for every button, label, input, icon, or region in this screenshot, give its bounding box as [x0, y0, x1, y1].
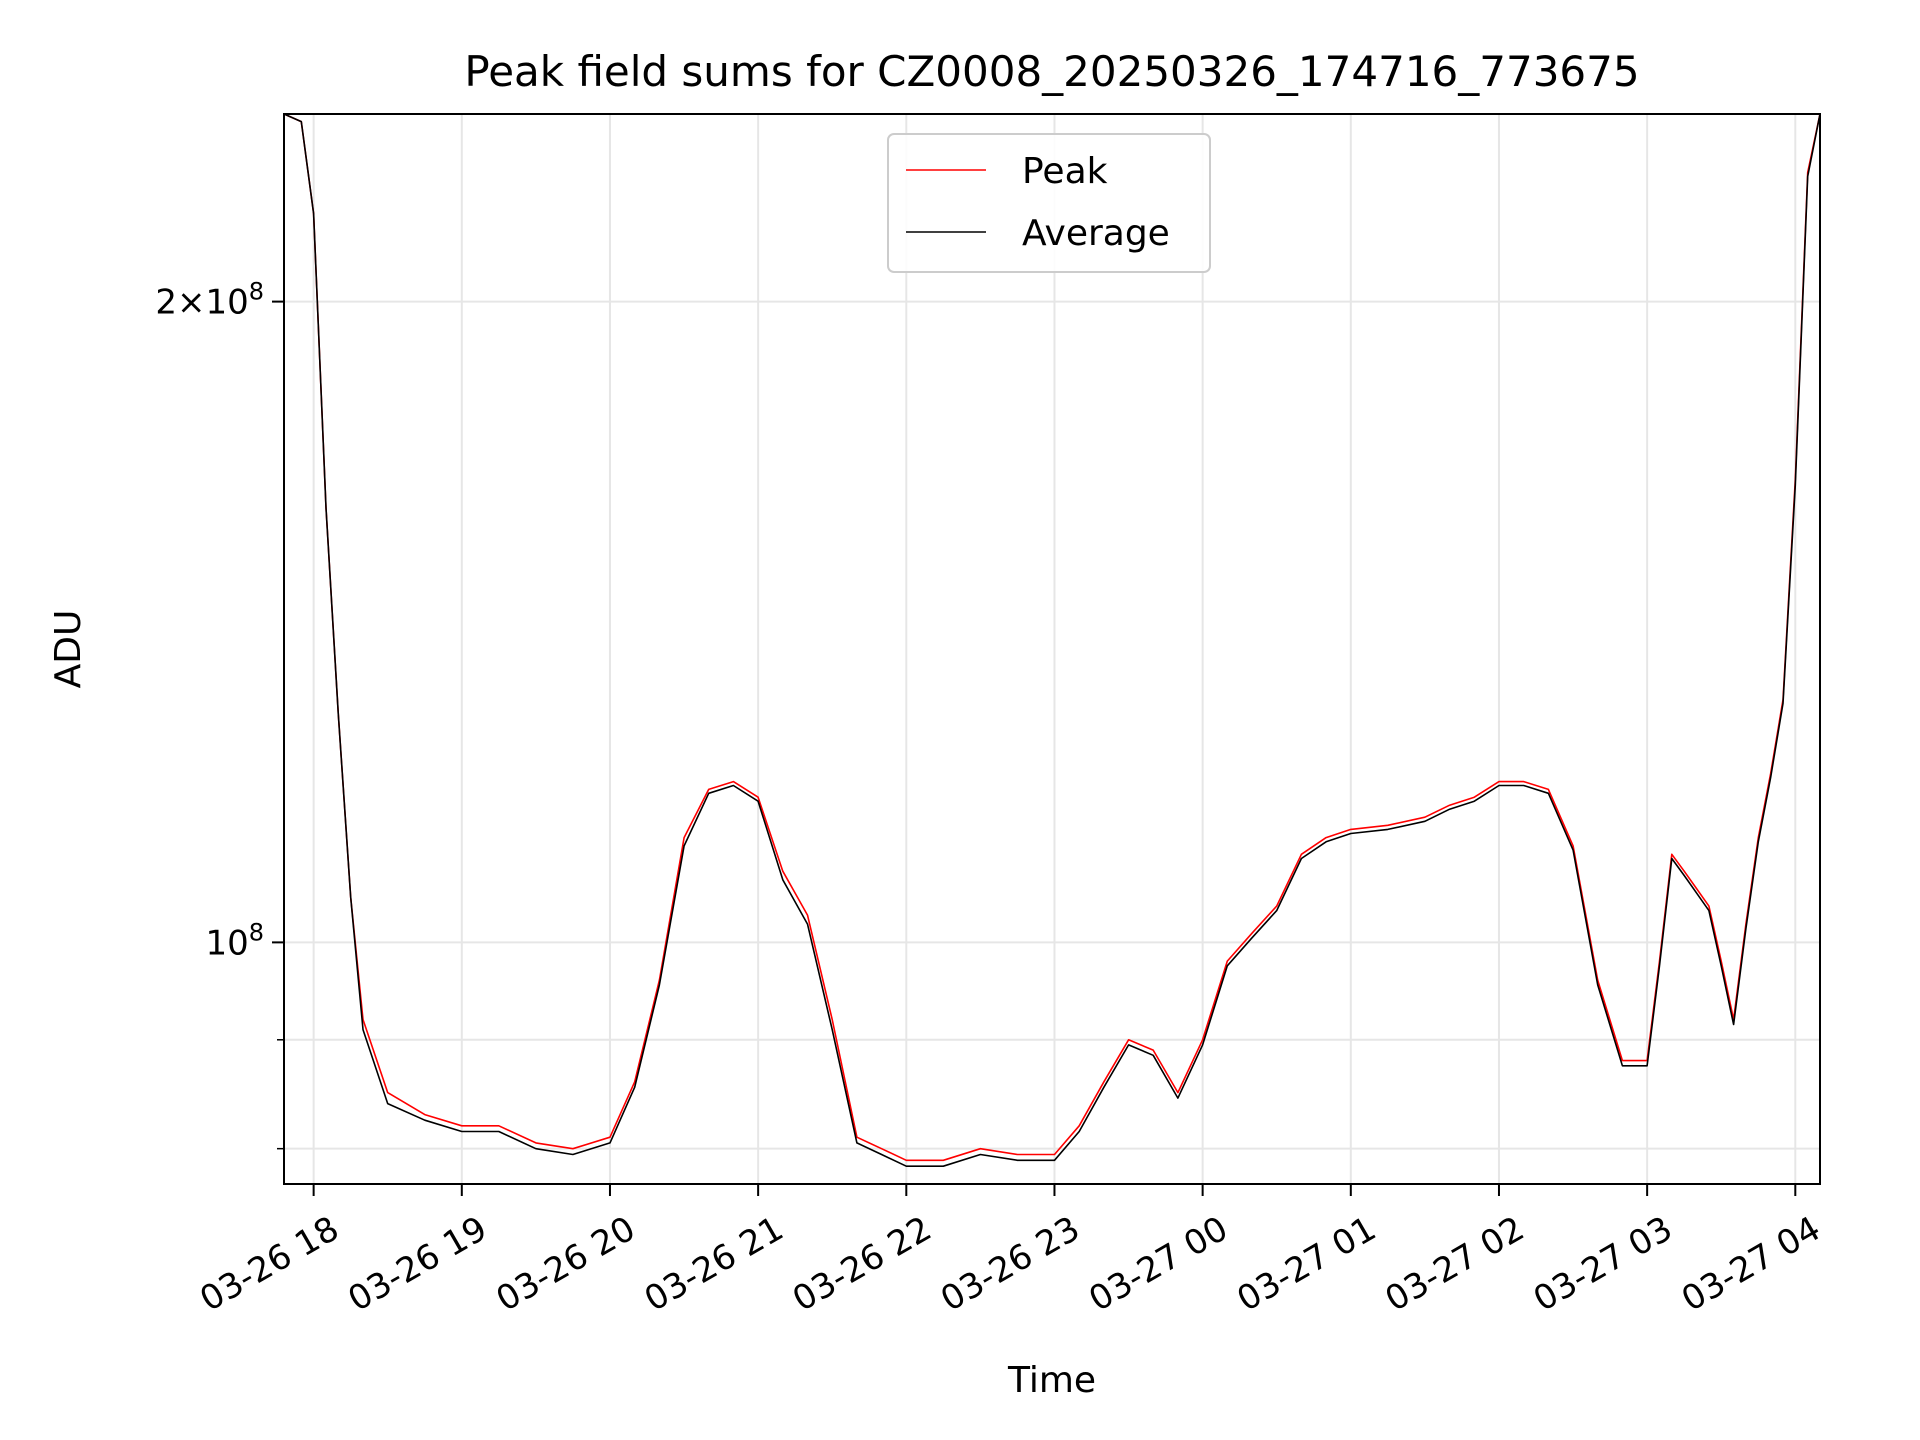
chart-title: Peak field sums for CZ0008_20250326_1747… — [464, 47, 1639, 96]
series-layer — [284, 114, 1820, 1167]
series-line-average — [284, 114, 1820, 1167]
y-axis-label: ADU — [48, 610, 89, 689]
x-axis-label: Time — [1007, 1360, 1096, 1401]
series-line-peak — [284, 114, 1820, 1162]
legend-label-average: Average — [1022, 213, 1170, 254]
plot-frame — [283, 113, 1821, 1185]
legend-box — [887, 133, 1211, 273]
y-tick-label: 108 — [205, 918, 264, 963]
grid — [284, 114, 1820, 1184]
legend-label-peak: Peak — [1022, 151, 1108, 192]
y-tick-label: 2×108 — [155, 278, 264, 323]
y-axis: 2×108 108 — [155, 278, 284, 1150]
legend: Peak Average — [887, 133, 1211, 273]
